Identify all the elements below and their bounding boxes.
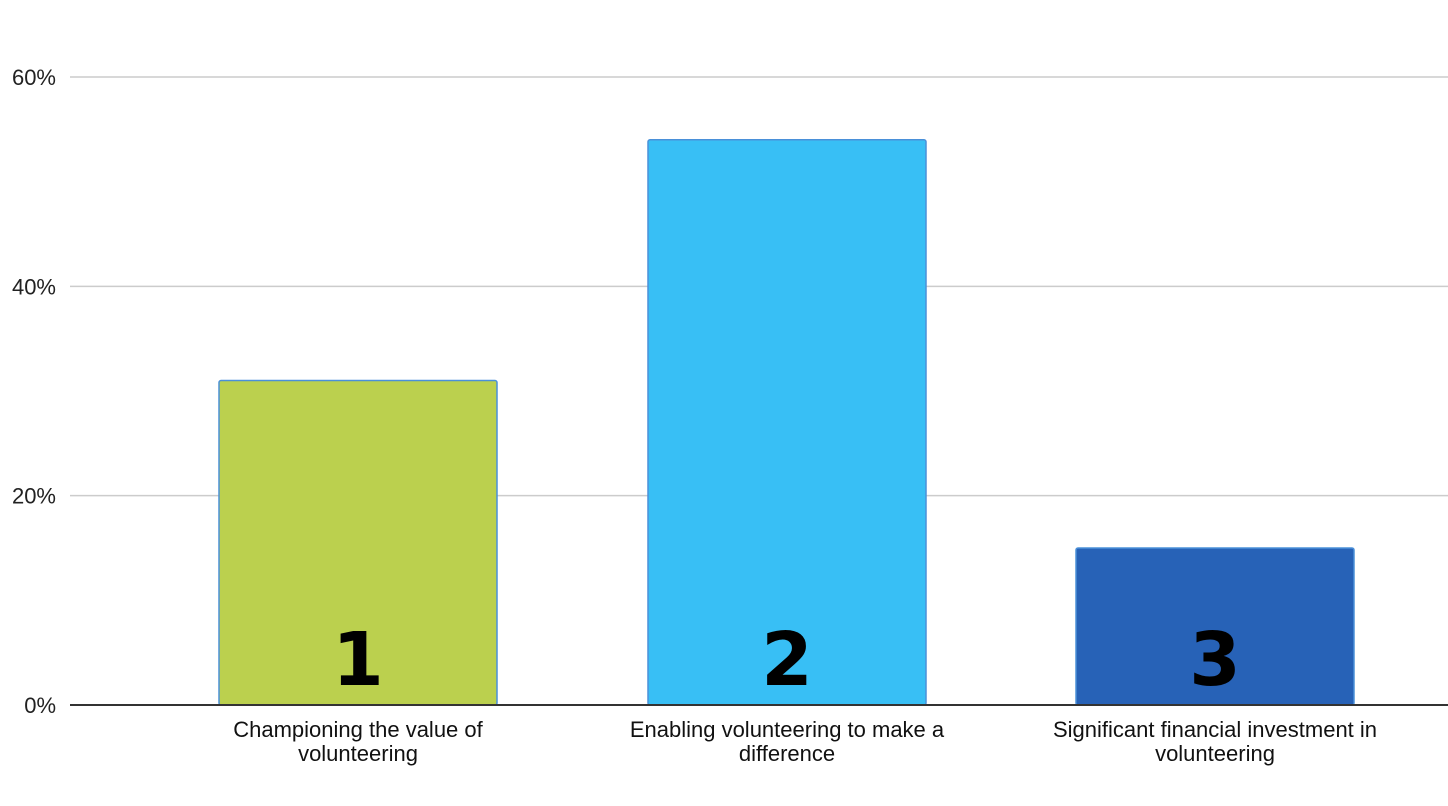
bar-number-label: 1 — [332, 617, 384, 703]
x-category-label-line: Championing the value of — [233, 717, 483, 742]
x-category-label-line: difference — [739, 741, 835, 766]
x-axis-category-labels: Championing the value of volunteeringEnab… — [233, 717, 1377, 766]
y-tick-label: 60% — [12, 65, 56, 90]
x-category-label: Championing the value of volunteering — [233, 717, 483, 766]
y-tick-label: 0% — [24, 693, 56, 718]
x-category-label-line: Significant financial investment in — [1053, 717, 1377, 742]
bar-numbers: 1 2 3 — [332, 617, 1241, 703]
bar-number-label: 3 — [1189, 617, 1241, 703]
x-category-label-line: Enabling volunteering to make a — [630, 717, 945, 742]
y-tick-label: 40% — [12, 274, 56, 299]
bar-number-label: 2 — [761, 617, 813, 703]
x-category-label: Significant financial investment in volun… — [1053, 717, 1377, 766]
x-category-label: Enabling volunteering to make a differenc… — [630, 717, 945, 766]
y-axis-tick-labels: 0% 20% 40% 60% — [12, 65, 56, 718]
x-category-label-line: volunteering — [1155, 741, 1275, 766]
bars — [218, 139, 1355, 706]
x-category-label-line: volunteering — [298, 741, 418, 766]
y-tick-label: 20% — [12, 484, 56, 509]
